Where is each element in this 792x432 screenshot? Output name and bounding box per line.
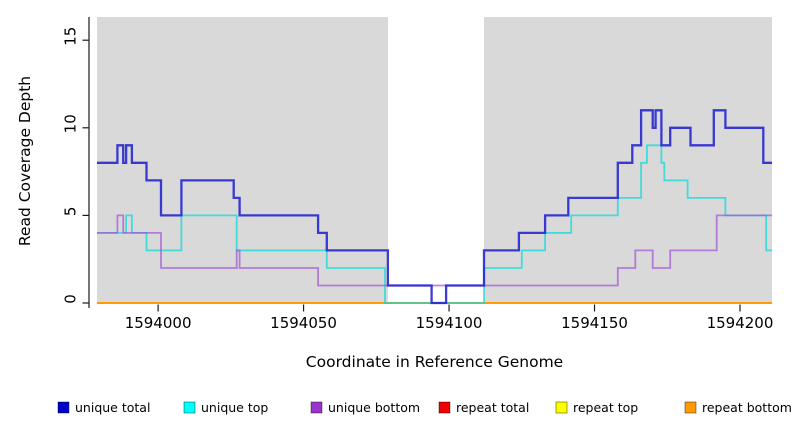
x-tick-label: 1594050 <box>270 314 337 332</box>
legend-label-repeat-total: repeat total <box>456 400 529 415</box>
y-axis-title: Read Coverage Depth <box>16 76 34 246</box>
x-tick-label: 1594100 <box>416 314 483 332</box>
legend-label-repeat-top: repeat top <box>573 400 638 415</box>
legend-label-unique-top: unique top <box>201 400 268 415</box>
x-tick-label: 1594200 <box>707 314 774 332</box>
legend-label-repeat-bottom: repeat bottom <box>702 400 792 415</box>
coverage-gap-band <box>387 17 484 304</box>
legend-label-unique-bottom: unique bottom <box>328 400 420 415</box>
legend-swatch-unique-total <box>57 401 70 414</box>
legend-swatch-repeat-top <box>555 401 568 414</box>
x-tick-label: 1594150 <box>561 314 628 332</box>
legend-swatch-repeat-total <box>438 401 451 414</box>
legend-swatch-unique-bottom <box>310 401 323 414</box>
series-line-unique-bottom <box>97 214 772 287</box>
y-tick-label: 5 <box>62 207 80 217</box>
legend-label-unique-total: unique total <box>75 400 150 415</box>
y-tick-label: 0 <box>62 294 80 304</box>
y-tick-label: 15 <box>62 27 80 46</box>
x-tick-label: 1594000 <box>125 314 192 332</box>
series-line-unique-total <box>97 109 772 305</box>
x-axis-title: Coordinate in Reference Genome <box>306 353 563 371</box>
series-line-unique-top <box>97 144 772 304</box>
legend-swatch-unique-top <box>183 401 196 414</box>
legend-swatch-repeat-bottom <box>684 401 697 414</box>
y-tick-label: 10 <box>62 114 80 133</box>
